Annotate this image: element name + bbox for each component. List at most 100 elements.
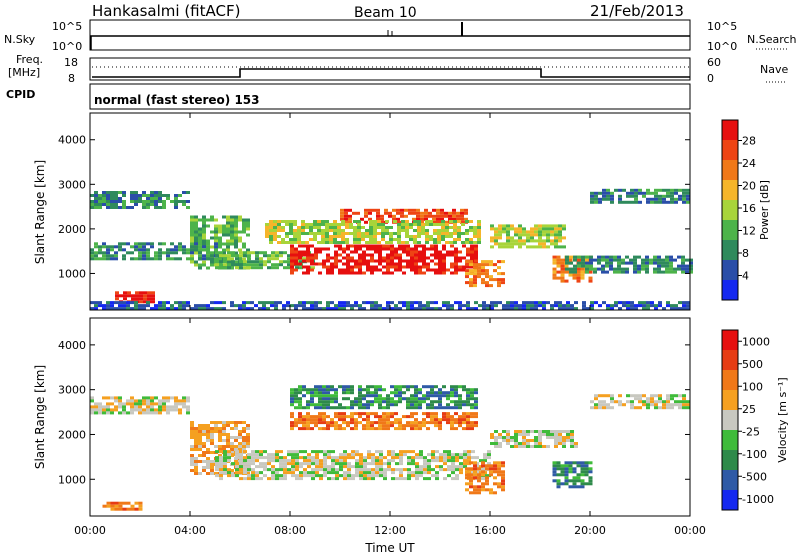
velocity-cell (566, 433, 570, 436)
velocity-cell (355, 474, 359, 478)
power-cell (430, 268, 434, 272)
power-cell (206, 307, 210, 311)
power-cell (461, 241, 465, 244)
velocity-cell (518, 433, 522, 436)
velocity-cell (387, 468, 391, 472)
velocity-cell (530, 430, 534, 433)
power-cell (202, 304, 206, 308)
power-cell (269, 241, 273, 244)
velocity-cell (514, 445, 518, 448)
velocity-cell (662, 403, 666, 407)
velocity-cell (447, 453, 451, 457)
velocity-cell (310, 397, 314, 401)
power-cell (450, 265, 454, 269)
power-cell (638, 301, 642, 305)
velocity-cell (580, 479, 585, 483)
power-cell (438, 262, 442, 266)
velocity-cell (351, 456, 355, 460)
power-cell (274, 304, 278, 308)
power-cell (393, 232, 397, 235)
power-cell (147, 291, 151, 295)
velocity-cell (318, 385, 322, 389)
velocity-cell (338, 418, 342, 422)
velocity-cell (374, 421, 378, 425)
power-cell (552, 273, 557, 277)
power-cell (198, 304, 202, 308)
power-cell (226, 227, 230, 231)
velocity-cell (122, 501, 127, 505)
power-colorbar-swatch (722, 280, 738, 301)
power-cell (273, 235, 277, 238)
velocity-cell (542, 433, 546, 436)
power-cell (218, 224, 222, 228)
power-cell (202, 263, 206, 267)
power-cell (314, 304, 318, 308)
velocity-cell (542, 445, 546, 448)
power-cell (158, 254, 162, 258)
velocity-cell (302, 424, 306, 428)
power-cell (313, 220, 317, 223)
velocity-cell (402, 424, 406, 428)
power-cell (358, 253, 362, 257)
velocity-colorbar-tick-label: 500 (742, 358, 763, 371)
power-cell (223, 266, 227, 270)
velocity-cell (501, 479, 505, 483)
velocity-cell (362, 427, 366, 431)
power-cell (326, 265, 330, 269)
velocity-cell (454, 400, 458, 404)
velocity-cell (202, 460, 206, 463)
velocity-cell (126, 411, 130, 415)
power-cell (230, 304, 234, 308)
velocity-cell (331, 477, 335, 481)
velocity-cell (198, 433, 202, 436)
power-cell (406, 304, 410, 308)
velocity-cell (538, 445, 542, 448)
power-cell (550, 227, 554, 231)
velocity-cell (306, 421, 310, 425)
velocity-cell (462, 385, 466, 389)
power-cell (226, 233, 230, 237)
velocity-cell (231, 474, 235, 478)
power-cell (657, 267, 661, 271)
power-cell (352, 211, 356, 215)
velocity-cell (255, 459, 259, 463)
power-cell (338, 244, 342, 248)
power-cell (344, 208, 348, 212)
velocity-cell (218, 445, 222, 448)
velocity-cell (459, 465, 463, 469)
velocity-cell (530, 445, 534, 448)
velocity-cell (466, 394, 470, 398)
velocity-cell (399, 456, 403, 460)
power-cell (142, 194, 146, 197)
power-cell (353, 232, 357, 235)
velocity-cell (394, 412, 398, 416)
power-cell (338, 307, 342, 311)
power-cell (442, 247, 446, 251)
power-cell (190, 257, 194, 261)
power-cell (454, 268, 458, 272)
power-cell (102, 251, 106, 255)
power-cell (198, 263, 202, 267)
velocity-cell (451, 465, 455, 469)
power-cell (325, 235, 329, 238)
power-cell (334, 307, 338, 311)
power-cell (314, 307, 318, 311)
power-cell (130, 301, 134, 305)
power-cell (90, 301, 94, 305)
velocity-cell (303, 456, 307, 460)
power-cell (617, 255, 621, 259)
power-cell (267, 254, 271, 258)
power-cell (454, 250, 458, 254)
power-cell (318, 307, 322, 311)
power-cell (450, 307, 454, 311)
power-cell (346, 244, 350, 248)
power-cell (364, 220, 368, 224)
power-cell (486, 304, 490, 308)
power-cell (432, 208, 436, 212)
power-cell (609, 264, 613, 268)
velocity-cell (686, 400, 690, 404)
velocity-cell (162, 396, 166, 400)
velocity-cell (239, 462, 243, 466)
power-cell (590, 191, 594, 195)
power-cell (294, 247, 298, 251)
